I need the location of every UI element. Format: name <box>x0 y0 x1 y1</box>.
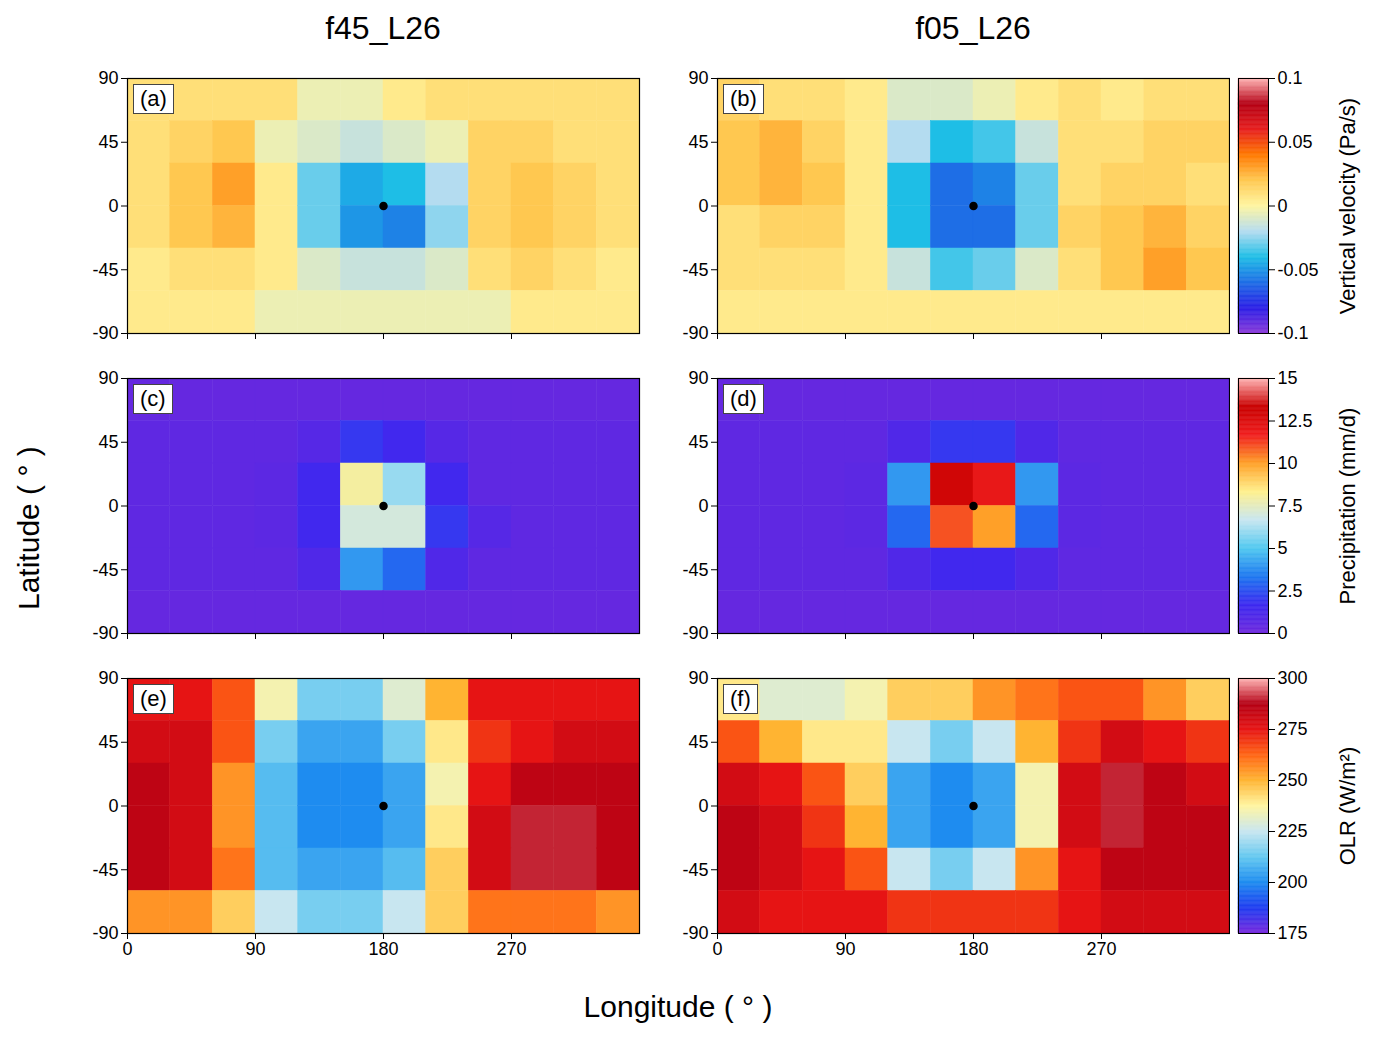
svg-text:180: 180 <box>368 939 398 959</box>
svg-text:270: 270 <box>1086 939 1116 959</box>
svg-text:90: 90 <box>98 68 118 88</box>
html-text:Latitude ( ° ): Latitude ( ° ) <box>12 446 45 610</box>
svg-text:-45: -45 <box>682 260 708 280</box>
svg-text:0.1: 0.1 <box>1278 68 1303 88</box>
svg-text:0: 0 <box>108 496 118 516</box>
svg-text:2.5: 2.5 <box>1278 581 1303 601</box>
html-text:f05_L26: f05_L26 <box>915 10 1031 46</box>
svg-text:300: 300 <box>1278 668 1308 688</box>
svg-text:270: 270 <box>496 939 526 959</box>
svg-text:-90: -90 <box>682 923 708 943</box>
html-text:Longitude ( ° ): Longitude ( ° ) <box>583 990 773 1023</box>
svg-text:-90: -90 <box>92 323 118 343</box>
svg-text:-0.1: -0.1 <box>1278 323 1309 343</box>
svg-text:250: 250 <box>1278 770 1308 790</box>
svg-text:15: 15 <box>1278 368 1298 388</box>
svg-text:-45: -45 <box>92 560 118 580</box>
svg-text:-45: -45 <box>92 260 118 280</box>
svg-text:45: 45 <box>688 432 708 452</box>
svg-text:90: 90 <box>688 68 708 88</box>
svg-text:-90: -90 <box>682 323 708 343</box>
svg-text:0.05: 0.05 <box>1278 132 1313 152</box>
svg-text:0: 0 <box>108 796 118 816</box>
svg-text:0: 0 <box>698 196 708 216</box>
svg-text:45: 45 <box>688 732 708 752</box>
svg-text:0: 0 <box>108 196 118 216</box>
svg-text:0: 0 <box>122 939 132 959</box>
svg-text:90: 90 <box>98 668 118 688</box>
svg-text:200: 200 <box>1278 872 1308 892</box>
svg-text:-45: -45 <box>92 860 118 880</box>
svg-text:Precipitation (mm/d): Precipitation (mm/d) <box>1335 408 1360 605</box>
svg-text:OLR (W/m²): OLR (W/m²) <box>1335 747 1360 866</box>
svg-text:90: 90 <box>688 368 708 388</box>
svg-text:7.5: 7.5 <box>1278 496 1303 516</box>
svg-text:-45: -45 <box>682 560 708 580</box>
html-text:(d): (d) <box>730 386 757 411</box>
html-text:f45_L26: f45_L26 <box>325 10 441 46</box>
svg-text:225: 225 <box>1278 821 1308 841</box>
svg-text:5: 5 <box>1278 538 1288 558</box>
svg-text:45: 45 <box>98 432 118 452</box>
svg-text:90: 90 <box>688 668 708 688</box>
svg-text:-90: -90 <box>682 623 708 643</box>
html-text:(f): (f) <box>730 686 751 711</box>
html-text:(a): (a) <box>140 86 167 111</box>
svg-text:-90: -90 <box>92 923 118 943</box>
svg-text:0: 0 <box>698 796 708 816</box>
svg-text:12.5: 12.5 <box>1278 411 1313 431</box>
svg-text:90: 90 <box>835 939 855 959</box>
svg-text:-45: -45 <box>682 860 708 880</box>
svg-text:-0.05: -0.05 <box>1278 260 1319 280</box>
html-text:(c): (c) <box>140 386 166 411</box>
svg-text:0: 0 <box>1278 623 1288 643</box>
svg-text:275: 275 <box>1278 719 1308 739</box>
svg-text:90: 90 <box>98 368 118 388</box>
svg-text:Vertical velocity (Pa/s): Vertical velocity (Pa/s) <box>1335 98 1360 314</box>
svg-text:10: 10 <box>1278 453 1298 473</box>
svg-text:90: 90 <box>245 939 265 959</box>
svg-text:45: 45 <box>688 132 708 152</box>
html-text:(b): (b) <box>730 86 757 111</box>
svg-text:0: 0 <box>1278 196 1288 216</box>
svg-text:45: 45 <box>98 132 118 152</box>
svg-text:175: 175 <box>1278 923 1308 943</box>
svg-text:180: 180 <box>958 939 988 959</box>
svg-text:45: 45 <box>98 732 118 752</box>
svg-text:0: 0 <box>698 496 708 516</box>
html-text:(e): (e) <box>140 686 167 711</box>
svg-text:0: 0 <box>712 939 722 959</box>
svg-text:-90: -90 <box>92 623 118 643</box>
